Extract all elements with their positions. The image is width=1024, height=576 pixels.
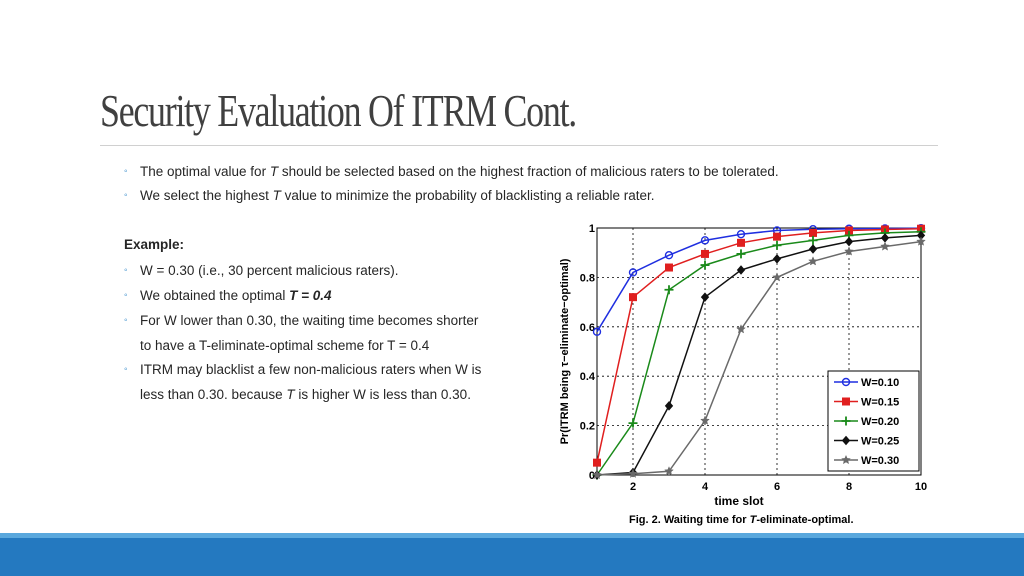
series-line <box>596 227 922 463</box>
data-point <box>593 458 601 467</box>
footer-accent-bar <box>0 533 1024 538</box>
data-point <box>628 418 638 428</box>
x-tick-label: 10 <box>915 481 927 493</box>
series-line <box>596 234 922 476</box>
bullet-icon: ◦ <box>124 290 128 301</box>
legend-marker <box>841 416 851 426</box>
data-point <box>808 256 818 266</box>
data-point <box>808 244 818 254</box>
data-point <box>700 292 710 302</box>
slide-title: Security Evaluation Of ITRM Cont. <box>100 85 577 136</box>
bullet-text: For W lower than 0.30, the waiting time … <box>140 313 479 328</box>
data-point <box>772 254 782 264</box>
data-point <box>629 293 637 302</box>
data-point <box>737 238 745 247</box>
figure-caption: Fig. 2. Waiting time for T-eliminate-opt… <box>629 514 854 526</box>
x-tick-label: 8 <box>846 481 852 493</box>
bullet-text: less than 0.30. because T is higher W is… <box>140 387 471 402</box>
y-axis-label: Pr(ITRM being τ−eliminate−optimal) <box>559 258 571 444</box>
data-point <box>736 324 746 334</box>
bullet-text: ITRM may blacklist a few non-malicious r… <box>140 362 482 377</box>
waiting-time-chart: 2 4 6 8 10 0 0.2 0.4 0.6 0.8 1 time slot Pr(ITRM bei… <box>552 220 938 510</box>
bullet-icon: ◦ <box>124 166 128 177</box>
data-point <box>809 228 817 237</box>
data-point <box>592 469 602 480</box>
data-point <box>628 468 638 478</box>
data-point <box>665 263 673 272</box>
data-point <box>700 236 710 245</box>
data-point <box>808 235 818 245</box>
example-heading: Example: <box>124 237 185 252</box>
bullet-icon: ◦ <box>124 315 128 326</box>
bullet-text: We select the highest T value to minimiz… <box>140 188 655 203</box>
data-point <box>772 240 782 250</box>
series-line <box>596 240 922 476</box>
data-point <box>880 241 890 251</box>
legend-label: W=0.30 <box>861 455 899 467</box>
data-point <box>773 232 781 241</box>
bullet-text: W = 0.30 (i.e., 30 percent malicious rat… <box>140 263 399 278</box>
legend-label: W=0.25 <box>861 436 899 448</box>
x-tick-label: 6 <box>774 481 780 493</box>
data-point <box>592 327 602 336</box>
legend-label: W=0.10 <box>861 377 899 389</box>
data-point <box>736 229 746 239</box>
data-point <box>700 260 710 270</box>
bullet-text: We obtained the optimal T = 0.4 <box>140 288 332 303</box>
data-point <box>701 249 709 258</box>
y-tick-label: 0.2 <box>580 421 595 433</box>
bullet-text: The optimal value for T should be select… <box>140 164 779 179</box>
data-point <box>736 265 746 275</box>
data-point <box>772 272 782 282</box>
series-line <box>596 227 922 333</box>
y-tick-label: 1 <box>589 223 595 235</box>
bullet-icon: ◦ <box>124 364 128 375</box>
y-tick-label: 0.4 <box>580 371 596 383</box>
data-point <box>844 246 854 256</box>
data-point <box>700 415 710 425</box>
y-tick-label: 0.8 <box>580 272 595 284</box>
data-point <box>664 250 674 260</box>
y-tick-label: 0 <box>589 470 595 482</box>
data-point <box>664 285 674 295</box>
x-axis-label: time slot <box>714 494 763 508</box>
x-tick-label: 4 <box>702 481 709 493</box>
chart-svg: 2 4 6 8 10 0 0.2 0.4 0.6 0.8 1 time slot Pr(ITRM bei… <box>559 223 927 508</box>
legend-marker <box>842 397 850 406</box>
y-tick-label: 0.6 <box>580 322 595 334</box>
footer-bar <box>0 538 1024 576</box>
data-point <box>664 401 674 411</box>
bullet-icon: ◦ <box>124 190 128 201</box>
data-point <box>628 268 638 277</box>
plot-frame <box>596 227 922 476</box>
legend-label: W=0.15 <box>861 397 899 409</box>
legend-marker <box>841 454 851 465</box>
series-line <box>596 230 922 476</box>
legend-label: W=0.20 <box>861 416 899 428</box>
bullet-icon: ◦ <box>124 265 128 276</box>
data-point <box>916 236 926 246</box>
legend-marker <box>841 435 851 446</box>
data-point <box>664 466 674 476</box>
title-divider <box>100 145 938 146</box>
data-point <box>844 236 854 247</box>
x-tick-label: 2 <box>630 481 636 493</box>
bullet-text: to have a T-eliminate-optimal scheme for… <box>140 338 430 353</box>
legend-marker <box>841 377 851 387</box>
data-point <box>736 249 746 259</box>
